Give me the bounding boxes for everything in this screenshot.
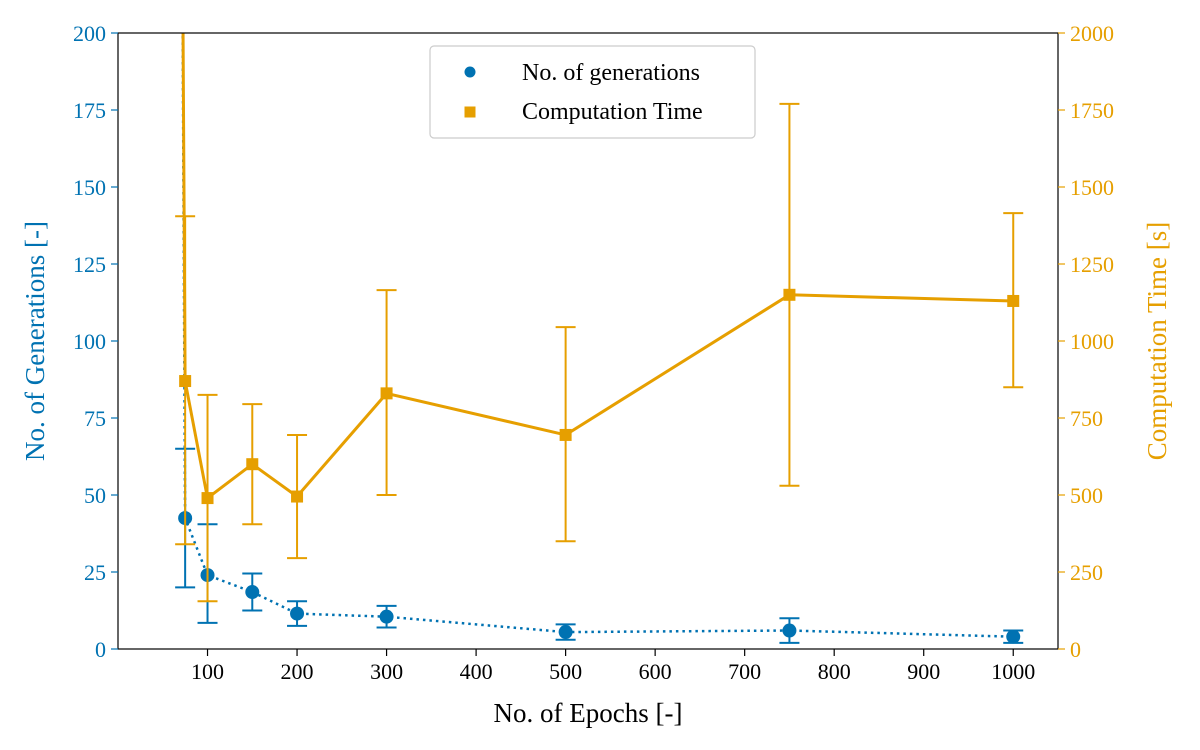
- left-y-tick-label: 150: [73, 175, 106, 200]
- x-tick-label: 900: [907, 659, 940, 684]
- right-y-axis-ticks: 0 250 500 750 1000 1250 1500 1750 2000: [1058, 21, 1114, 662]
- legend-label-computation-time: Computation Time: [522, 99, 703, 125]
- x-axis-label: No. of Epochs [-]: [494, 698, 683, 728]
- data-point-generations: [782, 623, 797, 638]
- x-tick-label: 500: [549, 659, 582, 684]
- x-tick-label: 700: [728, 659, 761, 684]
- left-y-tick-label: 50: [84, 483, 106, 508]
- legend-marker-generations: [464, 66, 476, 78]
- data-point-computation-time: [559, 428, 572, 441]
- right-y-tick-label: 250: [1070, 560, 1103, 585]
- right-y-tick-label: 1000: [1070, 329, 1114, 354]
- data-point-generations: [1006, 629, 1021, 644]
- left-y-axis-ticks: 0 25 50 75 100 125 150 175 200: [73, 21, 118, 662]
- right-y-tick-label: 1250: [1070, 252, 1114, 277]
- data-point-computation-time: [179, 375, 192, 388]
- x-tick-label: 1000: [991, 659, 1035, 684]
- data-point-computation-time: [246, 458, 259, 471]
- x-tick-label: 400: [460, 659, 493, 684]
- x-tick-label: 300: [370, 659, 403, 684]
- left-y-tick-label: 100: [73, 329, 106, 354]
- data-point-generations: [558, 625, 573, 640]
- left-y-tick-label: 25: [84, 560, 106, 585]
- right-y-axis-label: Computation Time [s]: [1142, 222, 1172, 461]
- right-y-tick-label: 1500: [1070, 175, 1114, 200]
- series-generations: [175, 33, 1024, 644]
- data-point-computation-time: [1007, 294, 1020, 307]
- legend-box: [429, 45, 756, 139]
- right-y-tick-label: 0: [1070, 637, 1081, 662]
- left-y-tick-label: 175: [73, 98, 106, 123]
- series-layer: [175, 33, 1024, 644]
- right-y-tick-label: 2000: [1070, 21, 1114, 46]
- right-y-tick-label: 1750: [1070, 98, 1114, 123]
- legend-label-generations: No. of generations: [522, 60, 700, 86]
- left-y-tick-label: 125: [73, 252, 106, 277]
- data-point-computation-time: [783, 288, 796, 301]
- x-tick-label: 800: [818, 659, 851, 684]
- left-y-tick-label: 0: [95, 637, 106, 662]
- data-point-computation-time: [291, 490, 304, 503]
- series-line-generations: [181, 33, 1014, 638]
- data-point-generations: [379, 609, 394, 624]
- legend-marker-computation-time: [464, 106, 476, 118]
- left-y-axis-label: No. of Generations [-]: [20, 221, 50, 461]
- right-y-tick-label: 750: [1070, 406, 1103, 431]
- data-point-generations: [245, 585, 260, 600]
- x-tick-label: 600: [639, 659, 672, 684]
- series-computation-time: [175, 33, 1024, 603]
- right-y-tick-label: 500: [1070, 483, 1103, 508]
- left-y-tick-label: 200: [73, 21, 106, 46]
- left-y-tick-label: 75: [84, 406, 106, 431]
- x-axis-ticks: 100 200 300 400 500 600 700 800 900 1000: [191, 649, 1035, 684]
- x-tick-label: 100: [191, 659, 224, 684]
- data-point-computation-time: [380, 387, 393, 400]
- x-tick-label: 200: [281, 659, 314, 684]
- data-point-generations: [290, 606, 305, 621]
- legend: No. of generations Computation Time: [429, 45, 756, 139]
- data-point-computation-time: [201, 492, 214, 505]
